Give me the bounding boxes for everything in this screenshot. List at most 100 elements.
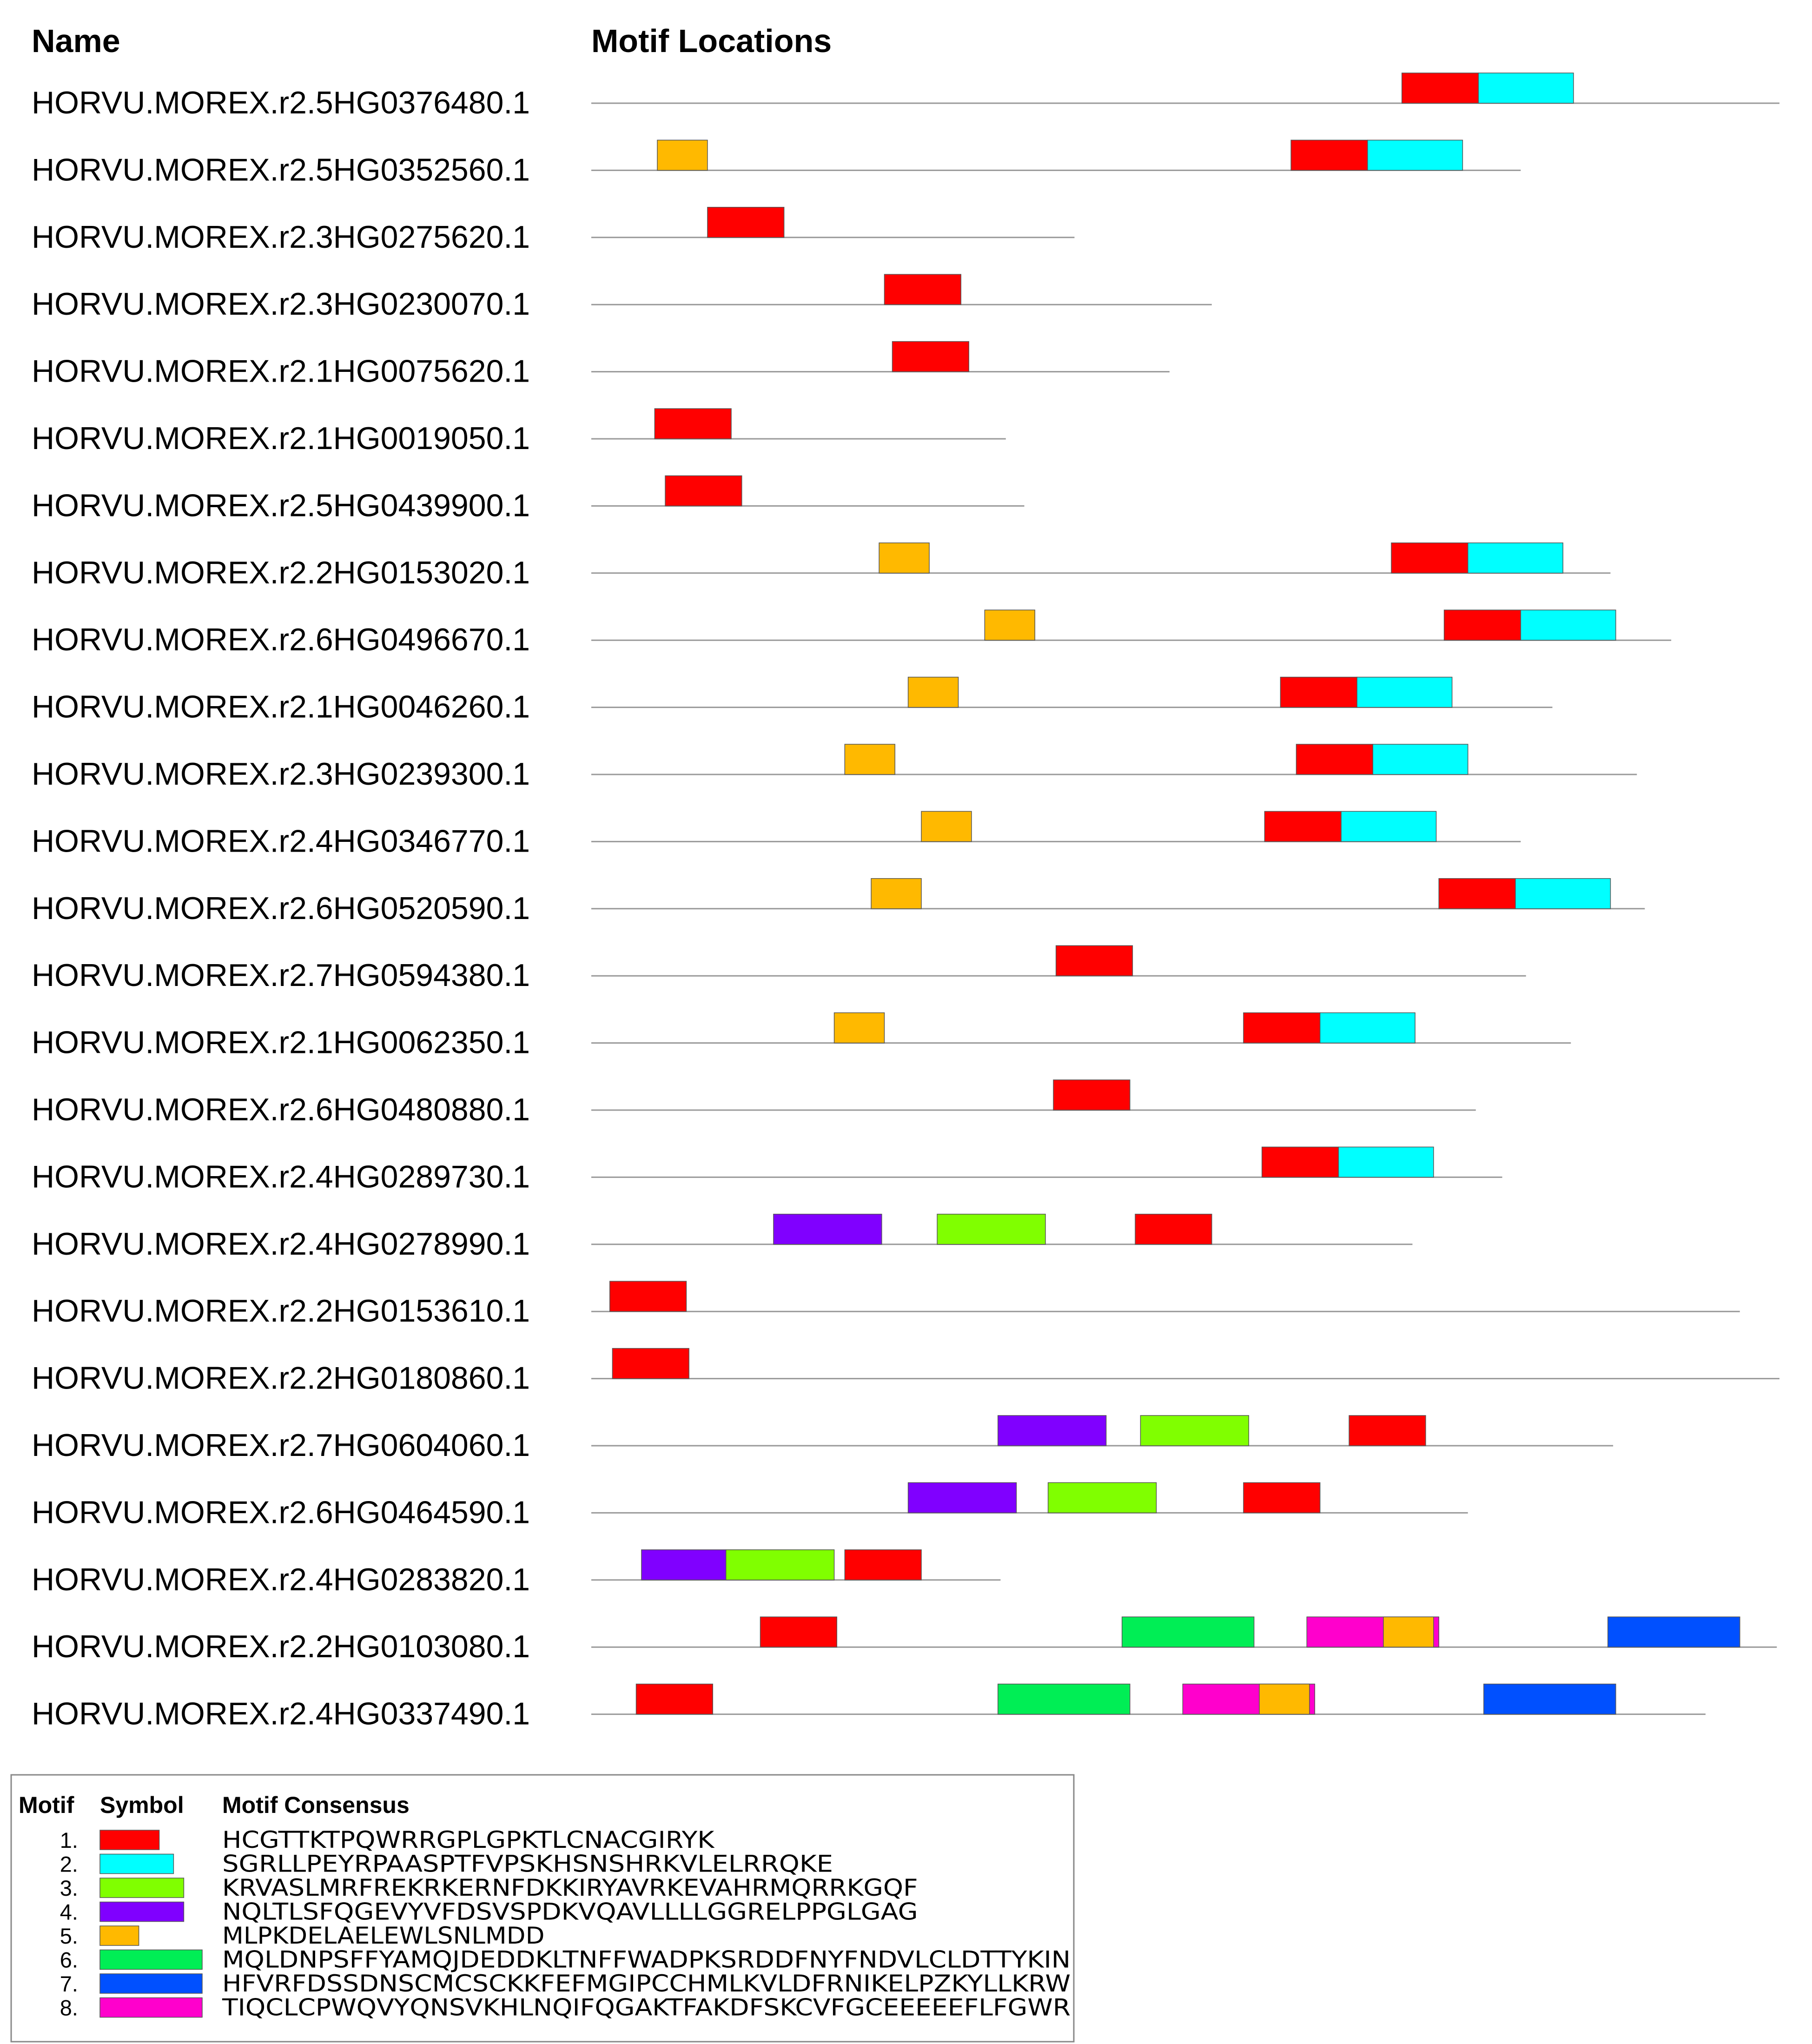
legend-rows: 1. HCGTTKTPQWRRGPLGPKTLCNACGIRYK 2. SGRLLPE… — [60, 1826, 1071, 2021]
legend-motif-consensus: TIQCLCPWQVYQNSVKHLNQIFQGAKTFAKDFSKCVFGCE… — [222, 1994, 1071, 2021]
motif-7-box — [1483, 1683, 1616, 1715]
gene-row: HORVU.MOREX.r2.5HG0352560.1 — [32, 139, 1521, 187]
gene-name: HORVU.MOREX.r2.7HG0604060.1 — [32, 1428, 530, 1463]
motif-1-box — [1296, 744, 1374, 775]
motif-5-box — [657, 139, 708, 171]
motif-1-box — [1261, 1146, 1339, 1178]
motif-1-box — [707, 207, 785, 238]
gene-row: HORVU.MOREX.r2.1HG0075620.1 — [32, 341, 1170, 389]
gene-name: HORVU.MOREX.r2.4HG0278990.1 — [32, 1226, 530, 1262]
legend-motif-consensus: KRVASLMRFREKRKERNFDKKIRYAVRKEVAHRMQRRKGQ… — [222, 1874, 918, 1901]
motif-1-box — [1264, 811, 1342, 842]
legend-motif-3-symbol — [99, 1878, 185, 1898]
legend-col-motif: Motif — [19, 1792, 74, 1818]
legend-motif-consensus: SGRLLPEYRPAASPTFVPSKHSNSHRKVLELRRQKE — [222, 1851, 833, 1878]
gene-row: HORVU.MOREX.r2.4HG0337490.1 — [32, 1683, 1706, 1732]
legend-row: 8. TIQCLCPWQVYQNSVKHLNQIFQGAKTFAKDFSKCVFG… — [60, 1994, 1071, 2021]
gene-name: HORVU.MOREX.r2.2HG0153020.1 — [32, 555, 530, 590]
legend-motif-number: 7. — [60, 1971, 78, 1996]
gene-name: HORVU.MOREX.r2.3HG0275620.1 — [32, 219, 530, 255]
legend-frame — [10, 1774, 1075, 2043]
motif-1-box — [609, 1281, 687, 1312]
gene-row: HORVU.MOREX.r2.5HG0376480.1 — [32, 73, 1779, 120]
gene-name: HORVU.MOREX.r2.4HG0346770.1 — [32, 823, 530, 859]
legend-row: 3. KRVASLMRFREKRKERNFDKKIRYAVRKEVAHRMQRRK… — [60, 1874, 918, 1901]
gene-name: HORVU.MOREX.r2.2HG0103080.1 — [32, 1629, 530, 1664]
motif-2-box — [1338, 1146, 1434, 1178]
gene-row: HORVU.MOREX.r2.7HG0594380.1 — [32, 945, 1526, 993]
motif-1-box — [760, 1616, 837, 1647]
motif-3-box — [1140, 1415, 1250, 1446]
motif-3-box — [937, 1214, 1046, 1245]
motif-2-box — [1341, 811, 1437, 842]
gene-row: HORVU.MOREX.r2.6HG0520590.1 — [32, 878, 1645, 926]
legend-row: 4. NQLTLSFQGEVYVFDSVSPDKVQAVLLLLGGRELPPGL… — [60, 1898, 918, 1925]
gene-row: HORVU.MOREX.r2.3HG0230070.1 — [32, 274, 1212, 322]
motif-1-box — [1055, 945, 1133, 976]
legend-row: 2. SGRLLPEYRPAASPTFVPSKHSNSHRKVLELRRQKE — [60, 1851, 833, 1878]
motif-1-box — [665, 475, 742, 507]
gene-row: HORVU.MOREX.r2.2HG0153020.1 — [32, 542, 1611, 590]
gene-row: HORVU.MOREX.r2.7HG0604060.1 — [32, 1415, 1614, 1463]
legend-motif-consensus: HFVRFDSSDNSCMCSCKKFEFMGIPCCHMLKVLDFRNIKE… — [222, 1970, 1071, 1997]
legend-motif-1-symbol — [99, 1830, 160, 1850]
gene-row: HORVU.MOREX.r2.1HG0062350.1 — [32, 1012, 1571, 1060]
gene-row: HORVU.MOREX.r2.1HG0019050.1 — [32, 408, 1006, 456]
legend-row: 7. HFVRFDSSDNSCMCSCKKFEFMGIPCCHMLKVLDFRNI… — [60, 1970, 1071, 1997]
motif-1-box — [1243, 1482, 1321, 1514]
legend-motif-number: 6. — [60, 1948, 78, 1972]
motif-1-box — [892, 341, 969, 372]
gene-row: HORVU.MOREX.r2.2HG0103080.1 — [32, 1616, 1777, 1664]
motif-1-box — [1438, 878, 1516, 909]
motif-5-box — [1383, 1616, 1434, 1647]
gene-name: HORVU.MOREX.r2.1HG0046260.1 — [32, 689, 530, 725]
motif-1-box — [844, 1549, 922, 1581]
gene-name: HORVU.MOREX.r2.5HG0439900.1 — [32, 488, 530, 523]
gene-name: HORVU.MOREX.r2.6HG0496670.1 — [32, 622, 530, 657]
gene-row: HORVU.MOREX.r2.4HG0346770.1 — [32, 811, 1521, 859]
gene-row: HORVU.MOREX.r2.3HG0239300.1 — [32, 744, 1637, 792]
motif-1-box — [1280, 676, 1357, 708]
gene-name: HORVU.MOREX.r2.4HG0283820.1 — [32, 1562, 530, 1597]
motif-2-box — [1520, 609, 1616, 641]
gene-row: HORVU.MOREX.r2.3HG0275620.1 — [32, 207, 1075, 255]
motif-1-box — [1053, 1079, 1131, 1111]
legend-motif-consensus: MQLDNPSFFYAMQJDEDDKLTNFFWADPKSRDDFNYFNDV… — [222, 1946, 1071, 1973]
gene-name: HORVU.MOREX.r2.6HG0520590.1 — [32, 891, 530, 926]
legend-motif-number: 4. — [60, 1900, 78, 1925]
motif-6-box — [997, 1683, 1131, 1715]
motif-2-box — [1515, 878, 1611, 909]
motif-legend: Motif Symbol Motif Consensus 1. HCGTTKTPQ… — [10, 1774, 1075, 2043]
gene-row: HORVU.MOREX.r2.2HG0153610.1 — [32, 1281, 1740, 1329]
gene-row: HORVU.MOREX.r2.5HG0439900.1 — [32, 475, 1025, 523]
motif-1-box — [1349, 1415, 1426, 1446]
legend-motif-5-symbol — [99, 1925, 139, 1946]
legend-motif-number: 2. — [60, 1852, 78, 1877]
legend-motif-2-symbol — [99, 1853, 174, 1874]
motif-2-box — [1468, 542, 1563, 574]
legend-motif-number: 5. — [60, 1924, 78, 1948]
motif-5-box — [921, 811, 972, 842]
gene-name: HORVU.MOREX.r2.1HG0019050.1 — [32, 421, 530, 456]
gene-row: HORVU.MOREX.r2.4HG0278990.1 — [32, 1214, 1413, 1262]
motif-5-box — [871, 878, 922, 909]
motif-1-box — [635, 1683, 714, 1715]
legend-motif-number: 1. — [60, 1828, 78, 1852]
motif-5-box — [833, 1012, 885, 1044]
name-column-header: Name — [32, 23, 120, 59]
motif-1-box — [884, 274, 961, 305]
gene-name: HORVU.MOREX.r2.4HG0337490.1 — [32, 1696, 530, 1732]
gene-name: HORVU.MOREX.r2.6HG0480880.1 — [32, 1092, 530, 1127]
motif-7-box — [1607, 1616, 1740, 1647]
motif-2-box — [1367, 139, 1463, 171]
motif-1-box — [1243, 1012, 1321, 1044]
motif-1-box — [1402, 73, 1479, 104]
gene-row: HORVU.MOREX.r2.1HG0046260.1 — [32, 676, 1553, 725]
gene-row: HORVU.MOREX.r2.6HG0464590.1 — [32, 1482, 1468, 1530]
gene-name: HORVU.MOREX.r2.1HG0062350.1 — [32, 1025, 530, 1060]
gene-name: HORVU.MOREX.r2.2HG0180860.1 — [32, 1361, 530, 1396]
gene-row: HORVU.MOREX.r2.4HG0283820.1 — [32, 1549, 1001, 1597]
motif-1-box — [612, 1348, 689, 1379]
motif-2-box — [1356, 676, 1453, 708]
gene-name: HORVU.MOREX.r2.5HG0352560.1 — [32, 152, 530, 187]
